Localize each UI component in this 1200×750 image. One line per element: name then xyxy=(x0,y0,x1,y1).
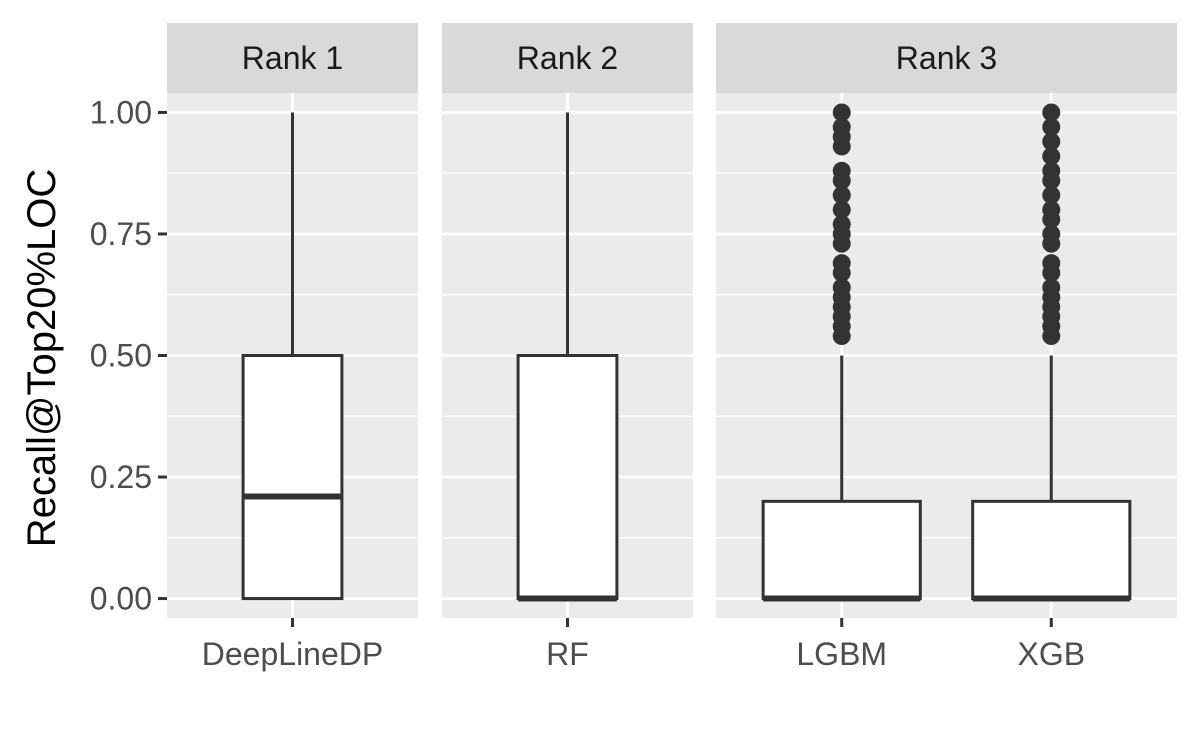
outlier-point xyxy=(1042,200,1061,219)
facet-strip xyxy=(442,23,693,93)
outlier-point xyxy=(1042,278,1061,297)
box-lgbm xyxy=(761,103,922,602)
outlier-point xyxy=(832,118,851,137)
facet-strip xyxy=(716,23,1177,93)
facet-label: Rank 1 xyxy=(242,40,343,76)
outlier-point xyxy=(1042,254,1061,273)
iqr-box xyxy=(241,354,344,601)
facet-panel: Rank 2 RF xyxy=(442,23,693,672)
outlier-point xyxy=(1042,161,1061,180)
x-tick-label: DeepLineDP xyxy=(202,636,383,672)
iqr-box xyxy=(971,499,1132,601)
y-tick-label: 1.00 xyxy=(90,94,152,130)
facet-label: Rank 2 xyxy=(517,40,618,76)
box-xgb xyxy=(971,103,1132,602)
outlier-point xyxy=(1042,118,1061,137)
x-tick-label: RF xyxy=(546,636,589,672)
facet-panels: Rank 1 DeepLineDP Rank 2 RF Rank 3 LGBM XGB xyxy=(167,23,1177,672)
iqr-box xyxy=(516,354,619,601)
outlier-point xyxy=(832,215,851,234)
y-tick-label: 0.50 xyxy=(90,338,152,374)
outlier-point xyxy=(832,161,851,180)
box-deeplinedp xyxy=(241,112,344,601)
outlier-point xyxy=(832,254,851,273)
box-rf xyxy=(516,112,619,602)
outlier-point xyxy=(1042,103,1061,122)
outlier-point xyxy=(832,200,851,219)
facet-panel: Rank 1 DeepLineDP xyxy=(167,23,418,672)
facet-strip xyxy=(167,23,418,93)
outlier-point xyxy=(832,278,851,297)
y-tick-label: 0.75 xyxy=(90,216,152,252)
y-tick-label: 0.00 xyxy=(90,581,152,617)
iqr-box xyxy=(761,499,922,601)
outlier-point xyxy=(1042,132,1061,151)
outlier-point xyxy=(1042,224,1061,243)
outlier-point xyxy=(832,186,851,205)
y-axis-title: Recall@Top20%LOC xyxy=(20,169,64,548)
y-tick-label: 0.25 xyxy=(90,459,152,495)
y-axis: 0.00 0.25 0.50 0.75 1.00 xyxy=(90,94,167,617)
facet-panel: Rank 3 LGBM XGB xyxy=(716,23,1177,672)
outlier-point xyxy=(1042,147,1061,166)
outlier-point xyxy=(1042,186,1061,205)
x-tick-label: LGBM xyxy=(796,636,887,672)
x-tick-label: XGB xyxy=(1017,636,1085,672)
outlier-point xyxy=(832,103,851,122)
facet-label: Rank 3 xyxy=(896,40,997,76)
